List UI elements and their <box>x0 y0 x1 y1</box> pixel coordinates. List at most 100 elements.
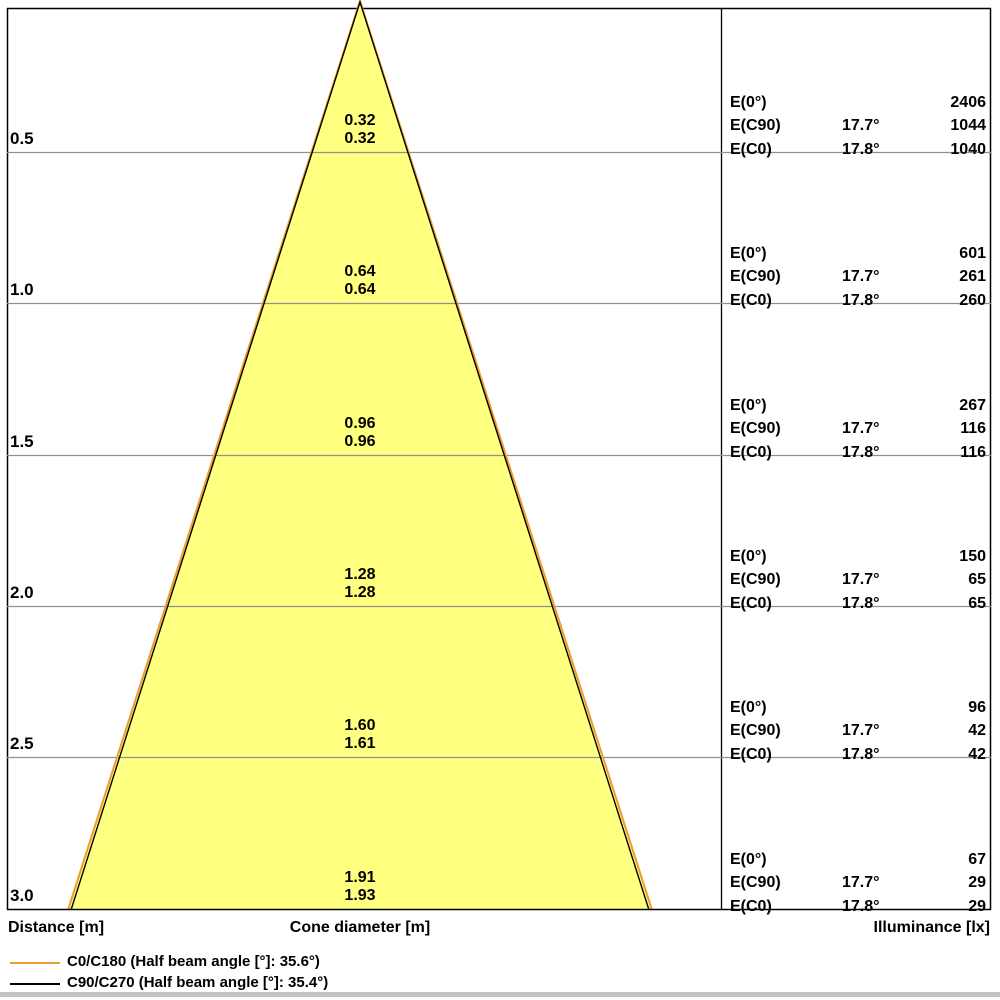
cone-diameter-c90-value: 1.60 <box>344 717 376 734</box>
cone-diameter-c90-value: 0.64 <box>344 263 376 280</box>
ec90-angle: 17.7° <box>842 268 880 285</box>
ec0-label: E(C0) <box>730 594 772 612</box>
ec90-label: E(C90) <box>730 268 781 285</box>
ec90-label: E(C90) <box>730 722 781 739</box>
e0-value: 601 <box>959 244 986 262</box>
ec0-value: 1040 <box>950 140 986 158</box>
distance-label: 3.0 <box>10 886 34 905</box>
e0-label: E(0°) <box>730 244 767 262</box>
bottom-separator-bar <box>0 992 1000 997</box>
cone-diameter-values: 1.28 1.28 <box>280 566 440 601</box>
ec0-label: E(C0) <box>730 140 772 158</box>
distance-label: 2.0 <box>10 583 34 602</box>
illuminance-block: E(0°) 96 E(C90) 17.7° 42 E(C0) 17.8° 42 <box>722 696 990 767</box>
distance-label: 1.0 <box>10 280 34 299</box>
illuminance-block: E(0°) 150 E(C90) 17.7° 65 E(C0) 17.8° 65 <box>722 545 990 616</box>
ec0-value: 65 <box>968 594 986 612</box>
cone-diameter-values: 0.64 0.64 <box>280 263 440 298</box>
beam-cone-outline-c90 <box>70 0 650 911</box>
ec0-row: E(C0) 17.8° 116 <box>722 441 990 465</box>
ec0-row: E(C0) 17.8° 1040 <box>722 138 990 162</box>
ec0-value: 29 <box>968 897 986 915</box>
cone-diameter-c0-value: 0.32 <box>344 129 376 147</box>
e0-row: E(0°) 601 <box>722 242 990 266</box>
ec0-label: E(C0) <box>730 897 772 915</box>
legend-label-c0: C0/C180 (Half beam angle [°]: 35.6°) <box>67 953 320 970</box>
distance-axis-label: Distance [m] <box>8 919 105 936</box>
ec90-value: 261 <box>959 268 986 285</box>
cone-diameter-c0-value: 1.93 <box>344 886 376 904</box>
e0-label: E(0°) <box>730 547 767 565</box>
ec0-row: E(C0) 17.8° 42 <box>722 743 990 767</box>
cone-diameter-c90-value: 1.28 <box>344 566 376 583</box>
cone-diameter-values: 1.60 1.61 <box>280 717 440 752</box>
e0-angle <box>842 848 968 872</box>
ec0-row: E(C0) 17.8° 29 <box>722 895 990 919</box>
ec0-label: E(C0) <box>730 745 772 763</box>
ec90-value: 65 <box>968 571 986 588</box>
e0-label: E(0°) <box>730 93 767 111</box>
ec0-label: E(C0) <box>730 443 772 461</box>
ec90-value: 29 <box>968 874 986 891</box>
illuminance-block: E(0°) 601 E(C90) 17.7° 261 E(C0) 17.8° 2… <box>722 242 990 313</box>
cone-diameter-axis-label: Cone diameter [m] <box>289 919 431 936</box>
ec90-label: E(C90) <box>730 420 781 437</box>
ec0-value: 260 <box>959 291 986 309</box>
ec90-angle: 17.7° <box>842 420 880 437</box>
illuminance-block: E(0°) 267 E(C90) 17.7° 116 E(C0) 17.8° 1… <box>722 394 990 465</box>
e0-value: 67 <box>968 850 986 868</box>
e0-row: E(0°) 267 <box>722 394 990 418</box>
ec90-label: E(C90) <box>730 117 781 134</box>
cone-diameter-values: 0.96 0.96 <box>280 415 440 450</box>
e0-value: 150 <box>959 547 986 565</box>
cone-diameter-c0-value: 0.64 <box>344 280 376 298</box>
cone-diameter-c0-value: 0.96 <box>344 432 376 450</box>
e0-angle <box>842 242 959 266</box>
ec0-row: E(C0) 17.8° 260 <box>722 289 990 313</box>
cone-diameter-values: 1.91 1.93 <box>280 869 440 904</box>
ec90-angle: 17.7° <box>842 117 880 134</box>
ec90-angle: 17.7° <box>842 722 880 739</box>
e0-row: E(0°) 150 <box>722 545 990 569</box>
ec90-row: E(C90) 17.7° 29 <box>722 871 990 895</box>
illuminance-block: E(0°) 67 E(C90) 17.7° 29 E(C0) 17.8° 29 <box>722 848 990 919</box>
distance-label: 2.5 <box>10 734 34 753</box>
ec0-value: 116 <box>960 443 986 461</box>
ec0-angle: 17.8° <box>842 745 880 763</box>
e0-value: 2406 <box>950 93 986 111</box>
e0-row: E(0°) 2406 <box>722 91 990 115</box>
ec90-value: 1044 <box>950 117 986 134</box>
e0-angle <box>842 696 968 720</box>
e0-row: E(0°) 67 <box>722 848 990 872</box>
ec0-angle: 17.8° <box>842 897 880 915</box>
e0-angle <box>842 545 959 569</box>
cone-diameter-c0-value: 1.61 <box>344 734 376 752</box>
e0-angle <box>842 91 950 115</box>
distance-label: 1.5 <box>10 432 34 451</box>
ec90-value: 42 <box>968 722 986 739</box>
ec90-row: E(C90) 17.7° 42 <box>722 719 990 743</box>
ec90-label: E(C90) <box>730 571 781 588</box>
ec90-row: E(C90) 17.7° 65 <box>722 568 990 592</box>
ec0-angle: 17.8° <box>842 291 880 309</box>
legend-line-c0-icon <box>10 962 60 964</box>
cone-diameter-c90-value: 0.96 <box>344 415 376 432</box>
e0-label: E(0°) <box>730 396 767 414</box>
legend-line-c90-icon <box>10 983 60 985</box>
ec90-angle: 17.7° <box>842 874 880 891</box>
ec90-value: 116 <box>960 420 986 437</box>
cone-diameter-c0-value: 1.28 <box>344 583 376 601</box>
cone-diameter-c90-value: 0.32 <box>344 112 376 129</box>
e0-angle <box>842 394 959 418</box>
ec90-row: E(C90) 17.7° 1044 <box>722 114 990 138</box>
ec90-row: E(C90) 17.7° 261 <box>722 265 990 289</box>
ec90-label: E(C90) <box>730 874 781 891</box>
ec0-angle: 17.8° <box>842 140 880 158</box>
illuminance-axis-label: Illuminance [lx] <box>873 919 990 936</box>
ec0-value: 42 <box>968 745 986 763</box>
e0-value: 96 <box>968 698 986 716</box>
e0-row: E(0°) 96 <box>722 696 990 720</box>
e0-value: 267 <box>959 396 986 414</box>
ec90-row: E(C90) 17.7° 116 <box>722 417 990 441</box>
